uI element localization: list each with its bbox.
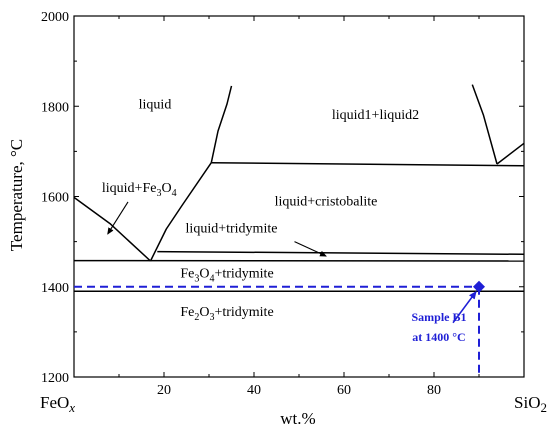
y-tick-label: 2000 [41,10,69,25]
y-tick-label: 1400 [41,281,69,296]
region-label: liquid+cristobalite [275,195,378,210]
region-label: liquid+Fe3O4 [102,181,177,199]
y-tick-label: 1200 [41,371,69,386]
phase-boundary-line [211,161,525,167]
label-arrows [107,201,327,257]
x-tick-label: 80 [427,383,441,398]
x-axis-title: wt.% [280,409,315,428]
y-tick-label: 1800 [41,100,69,115]
x-axis-left-end-label: FeOx [40,393,75,415]
phase-boundary-line [149,162,212,262]
x-axis-right-end-label: SiO2 [514,393,547,415]
sample-point-marker [473,280,485,293]
sample-annotation: Sample B1 at 1400 °C [74,280,485,377]
phase-boundary-line [496,142,525,165]
region-label: liquid [139,98,172,113]
x-tick-label: 60 [337,383,351,398]
phase-boundary-line [73,196,152,262]
axis-ticks: 1200 1400 1600 1800 2000 20 40 60 80 [41,10,524,398]
sample-label-line2: at 1400 °C [412,330,465,344]
x-tick-label: 20 [157,383,171,398]
region-label: Fe3O4+tridymite [180,266,273,284]
sample-pointer-arrow [452,290,477,324]
y-tick-label: 1600 [41,191,69,206]
x-tick-label: 40 [247,383,261,398]
region-label: liquid+tridymite [186,222,278,237]
phase-boundaries [73,84,525,293]
phase-boundary-line [210,85,233,163]
phase-boundary-line [157,250,525,256]
sample-label-line1: Sample B1 [411,310,466,324]
region-labels: liquid liquid1+liquid2 liquid+cristobalite… [102,98,419,324]
region-label: Fe2O3+tridymite [180,305,273,323]
phase-boundary-line [471,84,498,165]
y-axis-title: Temperature, °C [7,139,26,251]
region-label: liquid1+liquid2 [332,108,419,123]
label-arrow [107,201,129,235]
label-arrow [294,241,327,257]
